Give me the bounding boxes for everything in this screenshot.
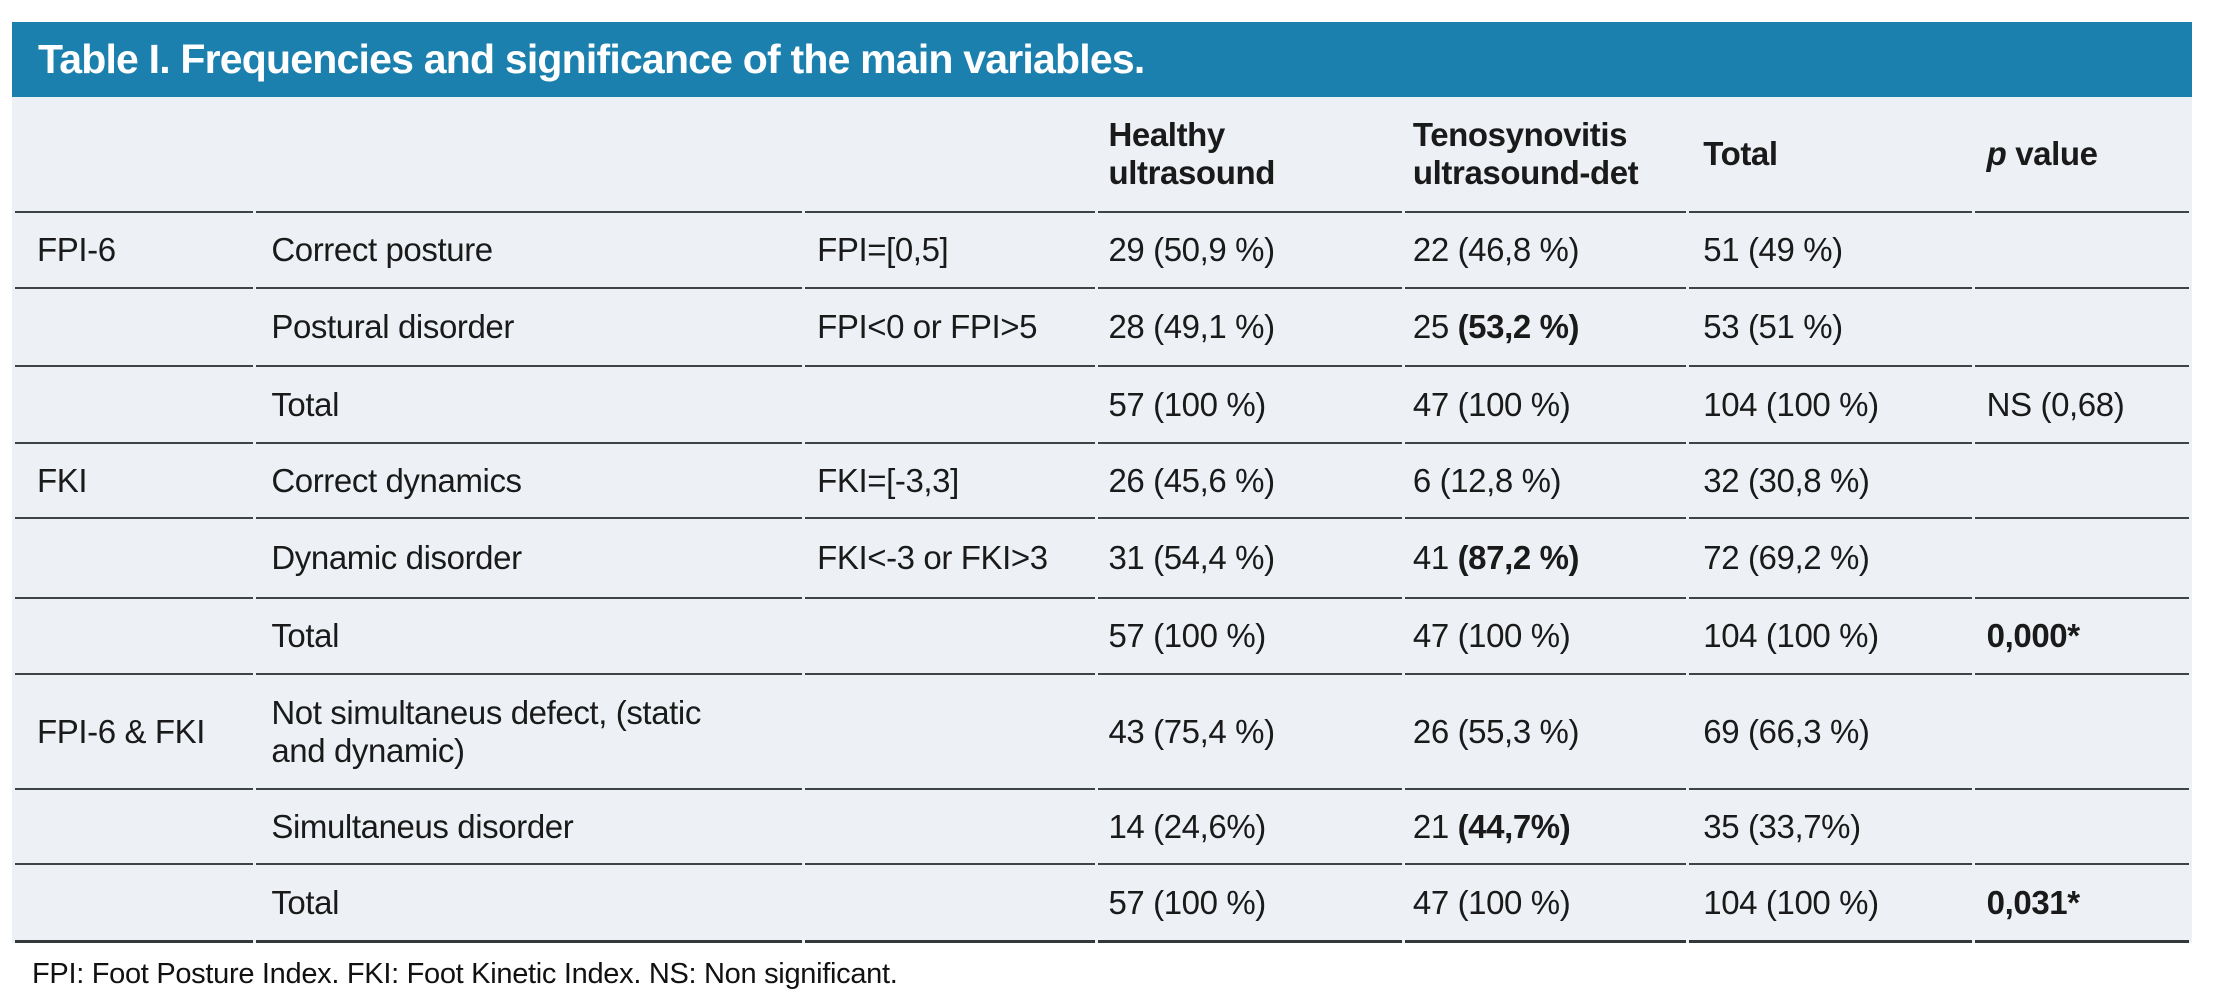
table-row: FPI-6 & FKI Not simultaneus defect, (sta… (15, 675, 2189, 790)
cell-total-value: 104 (100 %) (1689, 367, 1972, 444)
header-p-value: p value (1974, 97, 2189, 213)
cell-category-label: Not simultaneus defect, (static and dyna… (256, 675, 803, 790)
bold-p-value: 0,000* (1986, 617, 2080, 654)
header-tenosynovitis: Tenosynovitis ultrasound-det (1404, 97, 1687, 213)
cell-variable-group (15, 367, 254, 444)
cell-criterion (805, 599, 1096, 675)
cell-p-value (1974, 444, 2189, 519)
header-healthy-label: Healthy ultrasound (1108, 116, 1275, 191)
cell-variable-group (15, 519, 254, 599)
cell-healthy-value: 14 (24,6%) (1098, 790, 1402, 865)
cell-healthy-value: 57 (100 %) (1098, 599, 1402, 675)
table-row: Total 57 (100 %) 47 (100 %) 104 (100 %) … (15, 599, 2189, 675)
bold-percentage: (53,2 %) (1457, 308, 1580, 345)
cell-p-value (1974, 289, 2189, 367)
header-healthy-ultrasound: Healthy ultrasound (1098, 97, 1402, 213)
table-row: FKI Correct dynamics FKI=[-3,3] 26 (45,6… (15, 444, 2189, 519)
footnote: FPI: Foot Posture Index. FKI: Foot Kinet… (32, 958, 898, 990)
table-row: FPI-6 Correct posture FPI=[0,5] 29 (50,9… (15, 213, 2189, 289)
cell-tenosynovitis-value: 47 (100 %) (1404, 865, 1687, 943)
cell-criterion: FKI=[-3,3] (805, 444, 1096, 519)
cell-category-label: Correct posture (256, 213, 803, 289)
cell-criterion: FPI<0 or FPI>5 (805, 289, 1096, 367)
cell-total-value: 35 (33,7%) (1689, 790, 1972, 865)
table-row: Simultaneus disorder 14 (24,6%) 21 (44,7… (15, 790, 2189, 865)
header-variable (15, 97, 254, 213)
header-category (256, 97, 803, 213)
cell-p-value (1974, 790, 2189, 865)
cell-variable-group: FPI-6 & FKI (15, 675, 254, 790)
cell-total-value: 32 (30,8 %) (1689, 444, 1972, 519)
cell-tenosynovitis-value: 25 (53,2 %) (1404, 289, 1687, 367)
header-tenosynovitis-label: Tenosynovitis ultrasound-det (1412, 116, 1639, 191)
cell-criterion (805, 675, 1096, 790)
bold-p-value: 0,031* (1986, 883, 2080, 921)
cell-total-value: 104 (100 %) (1689, 599, 1972, 675)
frequencies-table: Healthy ultrasound Tenosynovitis ultraso… (12, 97, 2192, 943)
cell-total-value: 51 (49 %) (1689, 213, 1972, 289)
cell-tenosynovitis-value: 47 (100 %) (1404, 367, 1687, 444)
cell-category-label: Total (256, 599, 803, 675)
cell-tenosynovitis-value: 41 (87,2 %) (1404, 519, 1687, 599)
cell-tenosynovitis-value: 26 (55,3 %) (1404, 675, 1687, 790)
header-p-rest: value (2006, 135, 2098, 172)
cell-p-value: 0,031* (1974, 865, 2189, 943)
header-criterion (805, 97, 1096, 213)
cell-p-value: NS (0,68) (1974, 367, 2189, 444)
cell-criterion (805, 790, 1096, 865)
cell-total-value: 53 (51 %) (1689, 289, 1972, 367)
cell-healthy-value: 26 (45,6 %) (1098, 444, 1402, 519)
cell-healthy-value: 57 (100 %) (1098, 367, 1402, 444)
cell-criterion (805, 367, 1096, 444)
cell-variable-group: FPI-6 (15, 213, 254, 289)
cell-criterion: FKI<-3 or FKI>3 (805, 519, 1096, 599)
cell-total-value: 69 (66,3 %) (1689, 675, 1972, 790)
cell-tenosynovitis-value: 22 (46,8 %) (1404, 213, 1687, 289)
bold-percentage: (87,2 %) (1457, 539, 1580, 576)
bold-percentage: (44,7%) (1457, 807, 1571, 845)
table-row: Postural disorder FPI<0 or FPI>5 28 (49,… (15, 289, 2189, 367)
cell-p-value: 0,000* (1974, 599, 2189, 675)
cell-healthy-value: 29 (50,9 %) (1098, 213, 1402, 289)
header-total: Total (1689, 97, 1972, 213)
cell-total-value: 104 (100 %) (1689, 865, 1972, 943)
cell-variable-group (15, 790, 254, 865)
cell-p-value (1974, 519, 2189, 599)
header-p-italic: p (1986, 135, 2007, 172)
cell-healthy-value: 28 (49,1 %) (1098, 289, 1402, 367)
header-row: Healthy ultrasound Tenosynovitis ultraso… (15, 97, 2189, 213)
cell-tenosynovitis-value: 21 (44,7%) (1404, 790, 1687, 865)
cell-category-label: Correct dynamics (256, 444, 803, 519)
cell-healthy-value: 31 (54,4 %) (1098, 519, 1402, 599)
cell-variable-group (15, 289, 254, 367)
cell-tenosynovitis-value: 47 (100 %) (1404, 599, 1687, 675)
cell-criterion (805, 865, 1096, 943)
header-total-label: Total (1703, 135, 1778, 172)
table-row: Dynamic disorder FKI<-3 or FKI>3 31 (54,… (15, 519, 2189, 599)
table-row: Total 57 (100 %) 47 (100 %) 104 (100 %) … (15, 865, 2189, 943)
cell-category-label: Postural disorder (256, 289, 803, 367)
cell-criterion: FPI=[0,5] (805, 213, 1096, 289)
table-title: Table I. Frequencies and significance of… (38, 36, 1145, 82)
cell-healthy-value: 57 (100 %) (1098, 865, 1402, 943)
table-row: Total 57 (100 %) 47 (100 %) 104 (100 %) … (15, 367, 2189, 444)
cell-tenosynovitis-value: 6 (12,8 %) (1404, 444, 1687, 519)
cell-category-label: Total (256, 865, 803, 943)
cell-healthy-value: 43 (75,4 %) (1098, 675, 1402, 790)
table-title-bar: Table I. Frequencies and significance of… (12, 22, 2192, 97)
cell-category-label: Simultaneus disorder (256, 790, 803, 865)
cell-variable-group (15, 865, 254, 943)
cell-total-value: 72 (69,2 %) (1689, 519, 1972, 599)
cell-p-value (1974, 213, 2189, 289)
cell-category-label: Dynamic disorder (256, 519, 803, 599)
cell-p-value (1974, 675, 2189, 790)
cell-category-label: Total (256, 367, 803, 444)
cell-variable-group (15, 599, 254, 675)
table-figure: Table I. Frequencies and significance of… (12, 22, 2192, 991)
cell-variable-group: FKI (15, 444, 254, 519)
